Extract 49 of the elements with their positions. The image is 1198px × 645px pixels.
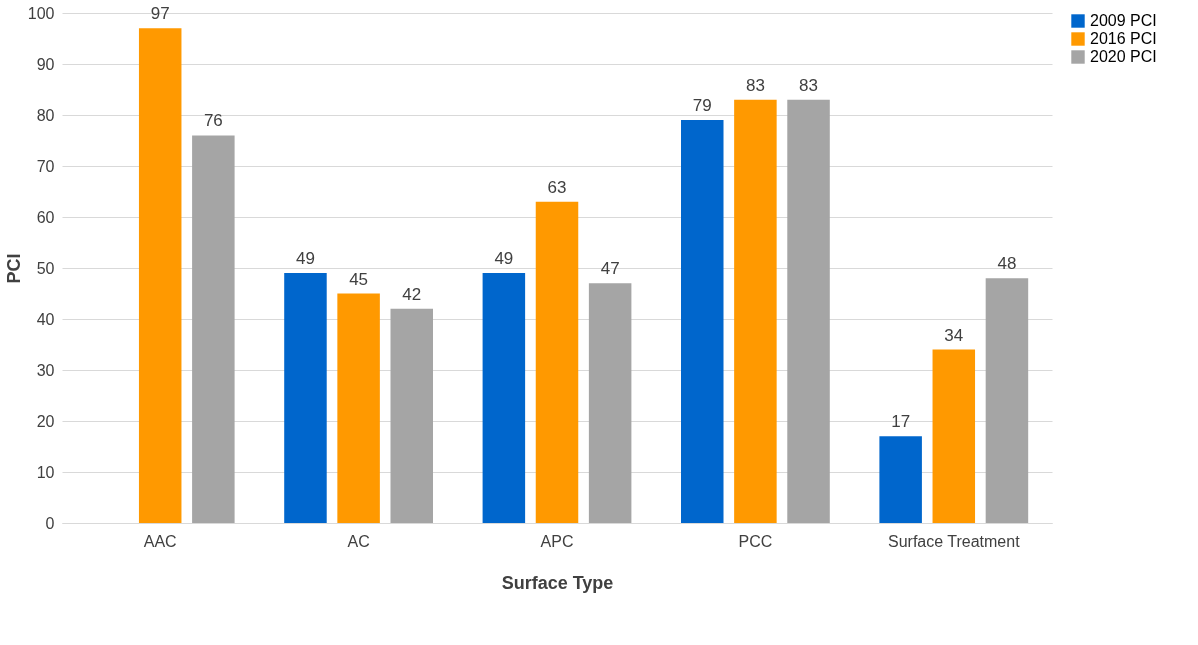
y-tick-label: 70 (36, 157, 55, 175)
legend-label: 2020 PCI (1090, 48, 1157, 65)
bar (482, 273, 526, 523)
data-label: 83 (745, 75, 765, 95)
y-tick-label: 30 (36, 361, 55, 379)
data-label: 97 (150, 4, 170, 24)
data-label: 49 (494, 249, 514, 269)
data-label: 63 (547, 177, 567, 197)
bar (535, 201, 579, 523)
data-label: 76 (203, 111, 223, 131)
bar (985, 278, 1029, 523)
x-tick-label: Surface Treatment (887, 532, 1021, 550)
bar (787, 99, 830, 523)
y-tick-label: 60 (36, 208, 55, 226)
data-label: 17 (891, 412, 911, 432)
x-tick-label: AC (347, 532, 370, 550)
x-axis-title: Surface Type (501, 572, 614, 593)
data-label: 34 (944, 325, 964, 345)
legend-label: 2016 PCI (1090, 30, 1157, 47)
y-tick-label: 50 (36, 259, 55, 277)
data-label: 47 (600, 259, 620, 279)
y-tick-label: 10 (36, 463, 55, 481)
bar (734, 99, 777, 523)
data-label: 79 (692, 96, 712, 116)
bar (879, 436, 922, 523)
data-label: 49 (296, 249, 315, 269)
bar (932, 349, 976, 523)
bar (284, 273, 327, 523)
x-tick-label: APC (540, 532, 574, 550)
y-tick-label: 90 (36, 55, 55, 73)
bar (138, 28, 182, 523)
data-label: 42 (402, 284, 422, 304)
bar (192, 135, 235, 523)
y-tick-label: 40 (36, 310, 55, 328)
data-label: 45 (349, 269, 369, 289)
y-axis-title: PCI (3, 253, 24, 284)
bar (681, 120, 724, 523)
x-tick-label: AAC (143, 532, 177, 550)
y-tick-label: 0 (45, 514, 55, 532)
data-label: 48 (997, 254, 1017, 274)
bar (337, 293, 380, 523)
x-tick-label: PCC (738, 532, 773, 550)
y-tick-label: 100 (27, 4, 55, 22)
bar (390, 308, 433, 523)
data-label: 83 (799, 75, 818, 95)
y-tick-label: 20 (36, 412, 55, 430)
bar (588, 283, 632, 523)
y-tick-label: 80 (36, 106, 55, 124)
legend-label: 2009 PCI (1090, 12, 1157, 29)
